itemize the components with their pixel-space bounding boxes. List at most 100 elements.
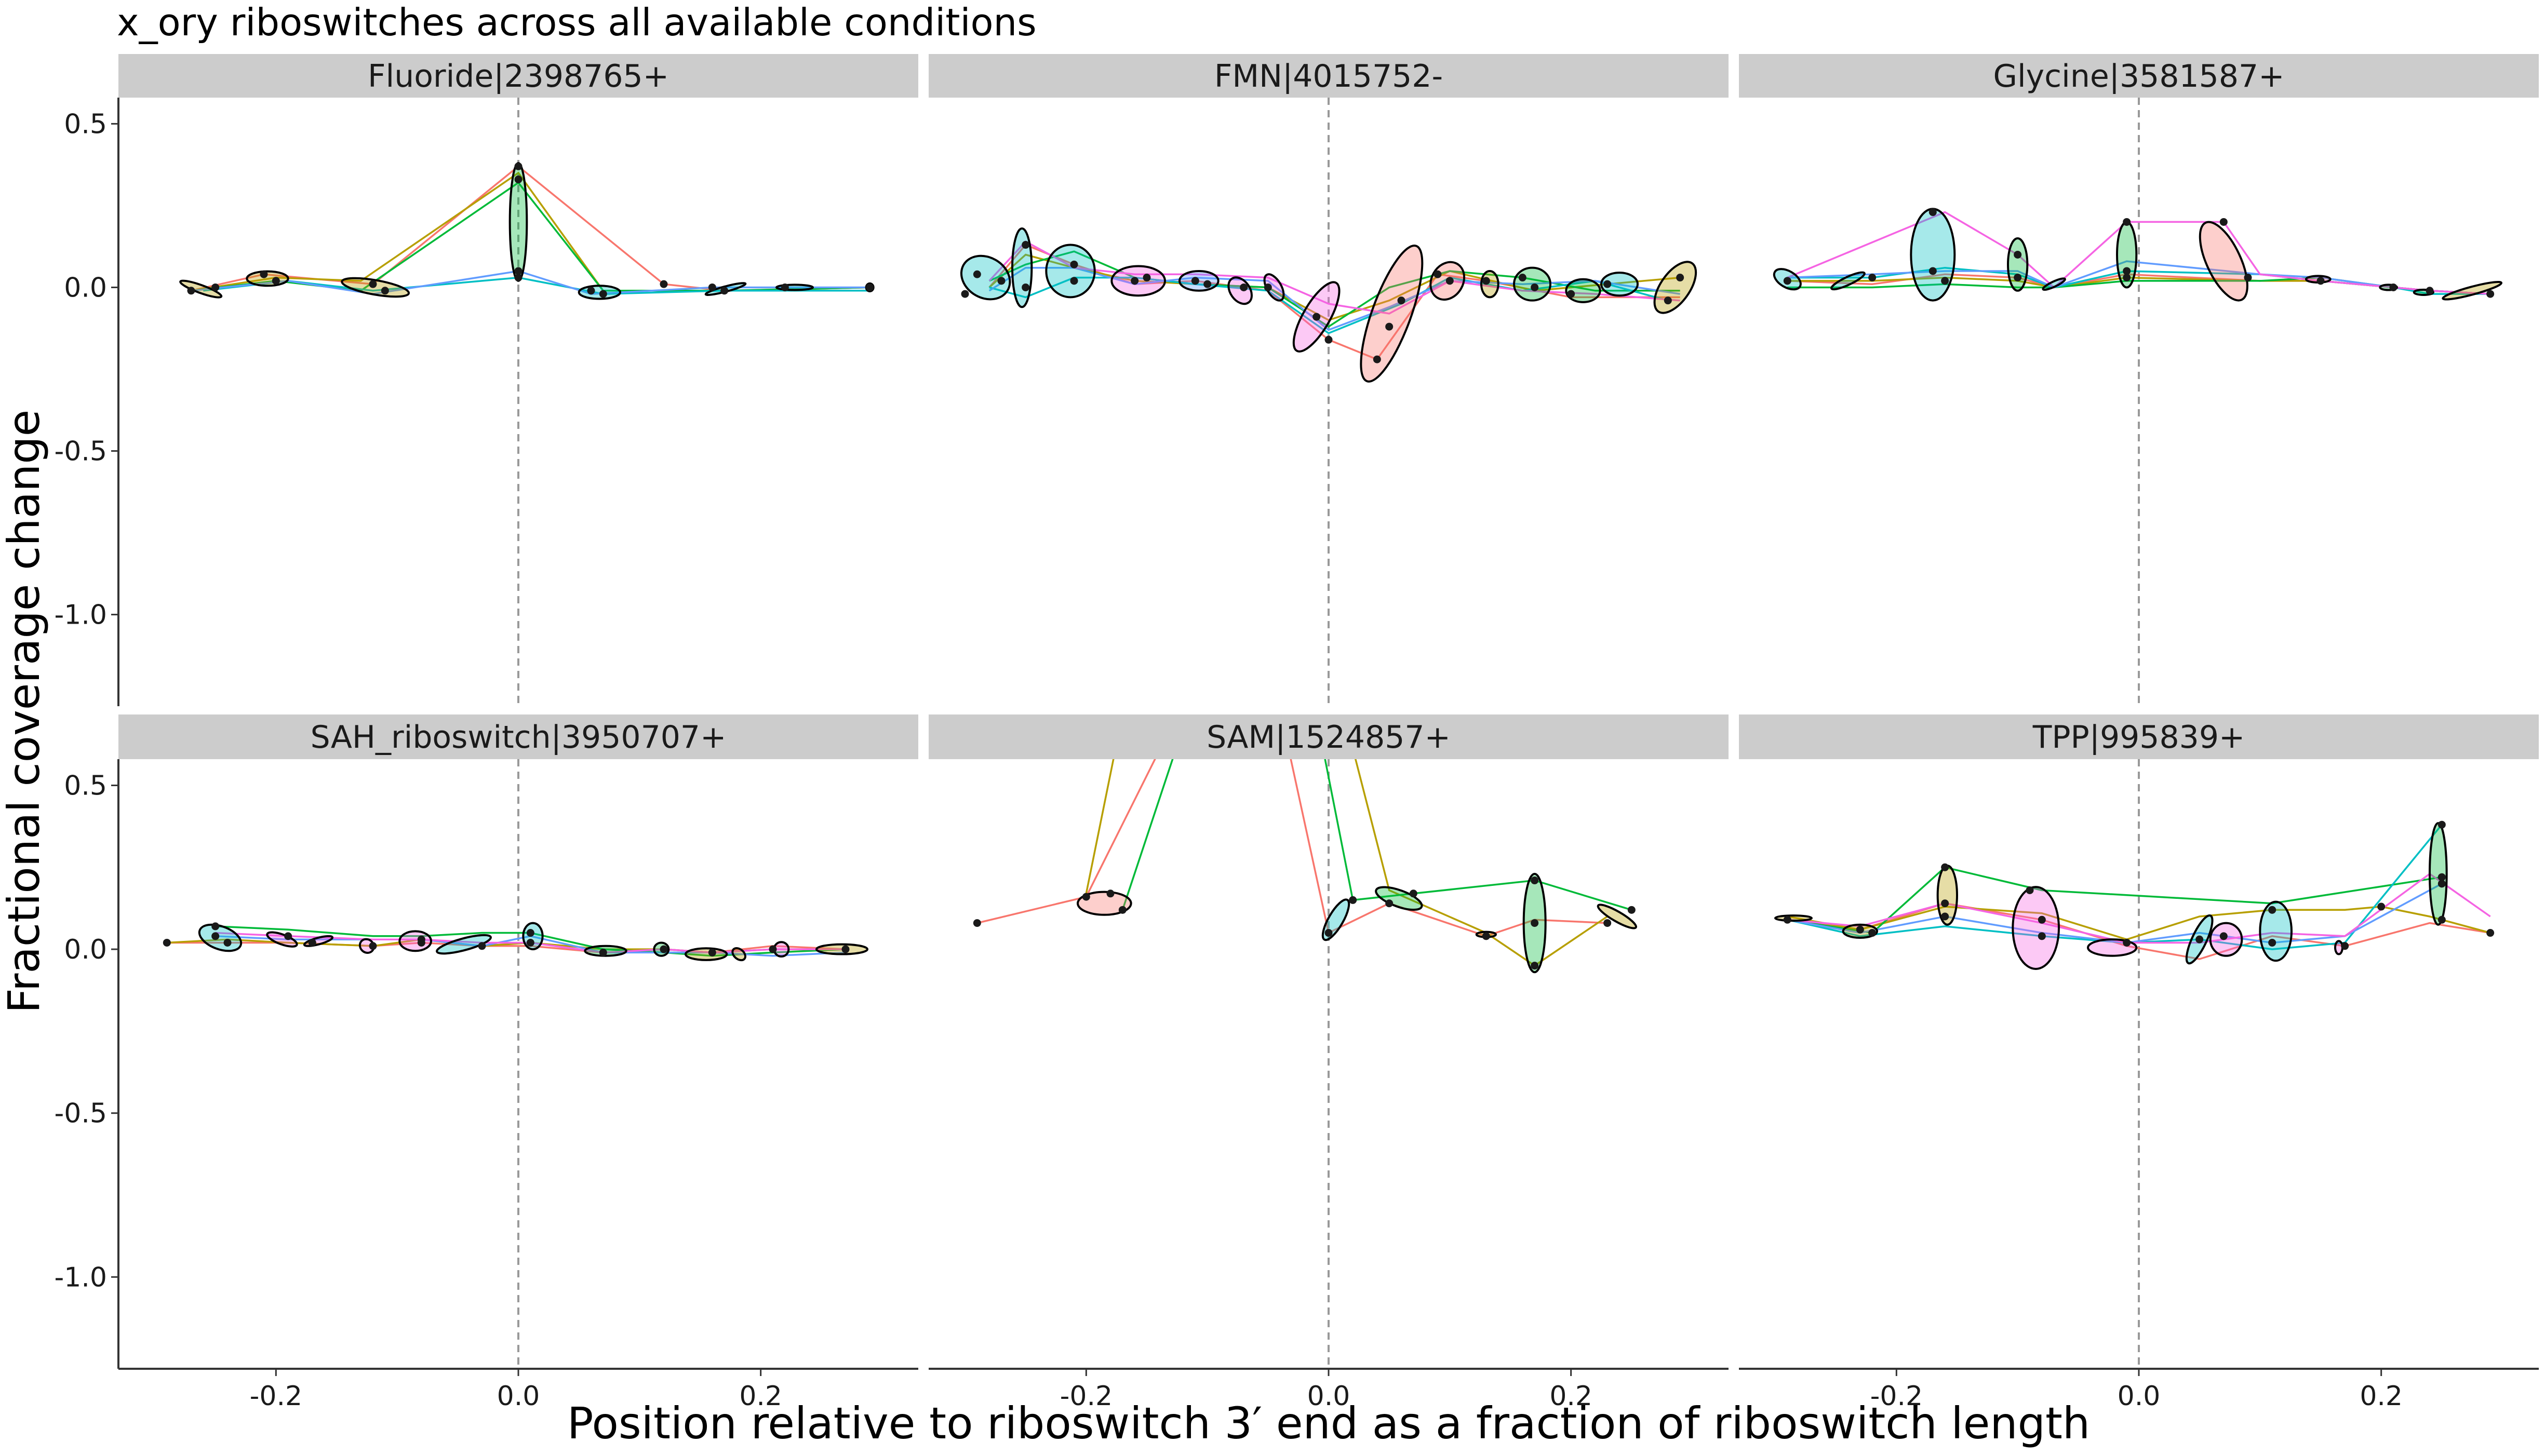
chart-title: x_ory riboswitches across all available … bbox=[117, 1, 1037, 44]
data-point bbox=[2219, 932, 2228, 940]
data-point bbox=[1082, 893, 1090, 901]
data-point bbox=[2377, 902, 2386, 911]
series-line-3 bbox=[1121, 759, 1632, 911]
cluster-ellipse bbox=[1600, 272, 1639, 297]
data-point bbox=[2123, 267, 2131, 275]
series-line-4 bbox=[1787, 824, 2443, 950]
y-tick-label: 0.5 bbox=[64, 109, 107, 140]
y-tick-label: 0.0 bbox=[64, 934, 107, 965]
data-point bbox=[1518, 274, 1526, 282]
data-point bbox=[1022, 283, 1030, 291]
cluster-ellipse bbox=[1077, 891, 1132, 916]
series-line-2 bbox=[1787, 906, 2491, 941]
data-point bbox=[1941, 863, 1949, 871]
cluster-ellipse bbox=[2042, 277, 2066, 291]
cluster-ellipse bbox=[2259, 900, 2293, 962]
data-point bbox=[1603, 280, 1612, 288]
plot-area bbox=[179, 98, 875, 706]
data-point bbox=[2014, 250, 2022, 259]
facet-panel-5: SAM|1524857+ -0.2 0.0 0.2 bbox=[929, 714, 1729, 1412]
data-point bbox=[866, 283, 874, 291]
cluster-ellipse bbox=[1774, 914, 1813, 922]
cluster-ellipse bbox=[1910, 208, 1956, 302]
data-point bbox=[260, 270, 268, 278]
data-point bbox=[1106, 889, 1115, 898]
y-tick-label: -1.0 bbox=[55, 1262, 107, 1293]
data-point bbox=[973, 919, 981, 927]
data-point bbox=[1312, 313, 1321, 321]
data-point bbox=[660, 945, 668, 953]
data-point bbox=[1868, 274, 1877, 282]
cluster-ellipse bbox=[179, 279, 223, 299]
data-point bbox=[1531, 962, 1539, 970]
data-point bbox=[2437, 880, 2446, 888]
cluster-ellipse bbox=[1375, 886, 1423, 911]
cluster-ellipse bbox=[1045, 244, 1096, 299]
data-point bbox=[381, 287, 389, 295]
data-point bbox=[1664, 296, 1672, 305]
facet-panel-2: FMN|4015752- bbox=[929, 54, 1729, 706]
data-point bbox=[973, 270, 981, 278]
facet-strip bbox=[929, 54, 1729, 98]
plot-area bbox=[960, 98, 1697, 706]
y-tick-label: 0.0 bbox=[64, 272, 107, 303]
x-tick-label: 0.0 bbox=[497, 1381, 540, 1412]
data-point bbox=[2437, 915, 2446, 924]
data-point bbox=[1409, 889, 1417, 898]
cluster-ellipse bbox=[358, 938, 375, 954]
data-point bbox=[1531, 877, 1539, 885]
facet-strip bbox=[118, 714, 918, 759]
data-point bbox=[1070, 277, 1078, 285]
data-point bbox=[1531, 283, 1539, 291]
data-point bbox=[1118, 906, 1127, 914]
data-point bbox=[781, 283, 789, 291]
series-line-1 bbox=[191, 165, 870, 292]
cluster-ellipse bbox=[436, 934, 492, 955]
series-line-4 bbox=[203, 276, 870, 295]
facet-panels: Fluoride|2398765+ 0.5 0.0 -0.5 -1.0 FMN|40157… bbox=[55, 54, 2539, 1412]
data-point bbox=[841, 945, 850, 953]
series-line-2 bbox=[988, 253, 1680, 321]
x-tick-label: 0.2 bbox=[1549, 1381, 1592, 1412]
data-point bbox=[720, 287, 729, 295]
cluster-ellipse bbox=[1830, 271, 1866, 291]
data-point bbox=[599, 290, 607, 298]
facet-strip bbox=[929, 714, 1729, 759]
y-tick-label: -0.5 bbox=[55, 436, 107, 467]
data-point bbox=[211, 932, 220, 940]
series-line-6 bbox=[1787, 872, 2491, 944]
data-point bbox=[1676, 274, 1684, 282]
cluster-ellipse bbox=[1360, 244, 1424, 383]
data-point bbox=[2244, 274, 2252, 282]
facet-strip-label: FMN|4015752- bbox=[1214, 58, 1443, 95]
cluster-ellipse bbox=[1565, 278, 1601, 303]
data-point bbox=[2437, 820, 2446, 829]
plot-area bbox=[1774, 759, 2495, 1369]
cluster-ellipse bbox=[685, 947, 728, 961]
data-point bbox=[1373, 355, 1381, 363]
data-point bbox=[163, 938, 171, 947]
data-point bbox=[2123, 938, 2131, 947]
data-point bbox=[2437, 873, 2446, 881]
y-tick-label: -0.5 bbox=[55, 1098, 107, 1129]
cluster-ellipse bbox=[341, 277, 410, 298]
cluster-ellipse bbox=[2209, 922, 2243, 957]
data-point bbox=[587, 287, 595, 295]
data-point bbox=[1941, 899, 1949, 908]
data-point bbox=[417, 938, 425, 947]
cluster-ellipse bbox=[1597, 904, 1638, 929]
facet-strip-label: Glycine|3581587+ bbox=[1993, 58, 2285, 95]
data-point bbox=[708, 948, 716, 956]
data-point bbox=[2268, 938, 2276, 947]
y-axis-label: Fractional coverage change bbox=[0, 410, 49, 1014]
data-point bbox=[1385, 322, 1394, 331]
data-point bbox=[2486, 929, 2495, 937]
facet-strip-label: Fluoride|2398765+ bbox=[368, 58, 669, 95]
data-point bbox=[526, 929, 534, 937]
x-tick-label: -0.2 bbox=[250, 1381, 302, 1412]
y-tick-label: -1.0 bbox=[55, 600, 107, 631]
facet-strip bbox=[1739, 54, 2539, 98]
data-point bbox=[1627, 906, 1636, 914]
cluster-ellipse bbox=[1321, 898, 1350, 941]
